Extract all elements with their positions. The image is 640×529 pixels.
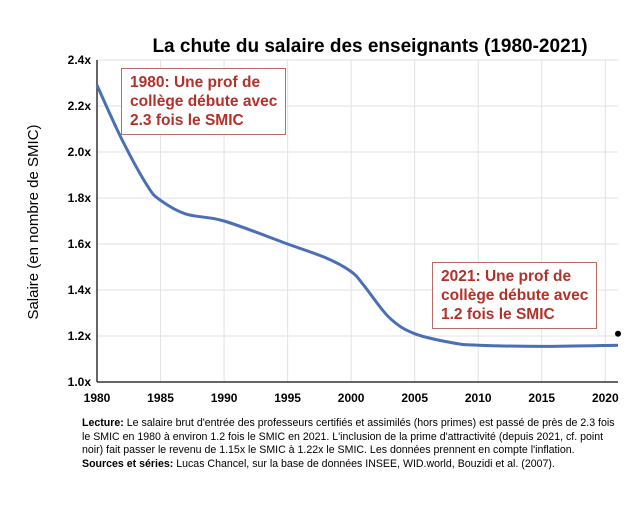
y-tick-label: 1.8x (68, 191, 92, 205)
x-tick-label: 2015 (528, 391, 555, 405)
x-tick-label: 2005 (401, 391, 428, 405)
annotation-line: 1.2 fois le SMIC (441, 306, 555, 323)
line-chart: La chute du salaire des enseignants (198… (25, 36, 621, 405)
x-tick-label: 1990 (211, 391, 238, 405)
sources-label: Sources et séries: (82, 457, 174, 470)
annotation-line: 2021: Une prof de (441, 268, 572, 285)
chart-caption: Lecture: Le salaire brut d'entrée des pr… (82, 417, 622, 471)
annotation-1980: 1980: Une prof de collège débute avec 2.… (121, 68, 287, 135)
annotation-line: 2.3 fois le SMIC (130, 112, 244, 129)
lecture-text: Le salaire brut d'entrée des professeurs… (82, 417, 615, 457)
y-tick-label: 2.4x (68, 53, 92, 67)
annotation-2021: 2021: Une prof de collège débute avec 1.… (432, 262, 598, 329)
y-tick-label: 2.2x (68, 99, 92, 113)
y-tick-label: 1.2x (68, 329, 92, 343)
annotation-line: 1980: Une prof de (130, 74, 261, 91)
x-tick-label: 1995 (274, 391, 301, 405)
y-tick-label: 1.6x (68, 237, 92, 251)
data-point-prime (615, 330, 621, 337)
lecture-label: Lecture: (82, 417, 124, 429)
annotation-line: collège débute avec (441, 287, 589, 304)
annotation-line: collège débute avec (130, 93, 278, 110)
y-tick-label: 1.0x (68, 375, 92, 389)
x-tick-label: 1980 (84, 391, 111, 405)
series-line (95, 84, 619, 348)
y-tick-label: 1.4x (68, 283, 92, 297)
x-tick-label: 2020 (592, 391, 619, 405)
y-axis-label: Salaire (en nombre de SMIC) (25, 124, 42, 319)
x-tick-label: 1985 (147, 391, 174, 405)
x-tick-label: 2010 (465, 391, 492, 405)
x-tick-label: 2000 (338, 391, 365, 405)
sources-text: Lucas Chancel, sur la base de données IN… (173, 457, 555, 470)
y-tick-label: 2.0x (68, 145, 92, 159)
chart-title: La chute du salaire des enseignants (198… (152, 36, 587, 57)
